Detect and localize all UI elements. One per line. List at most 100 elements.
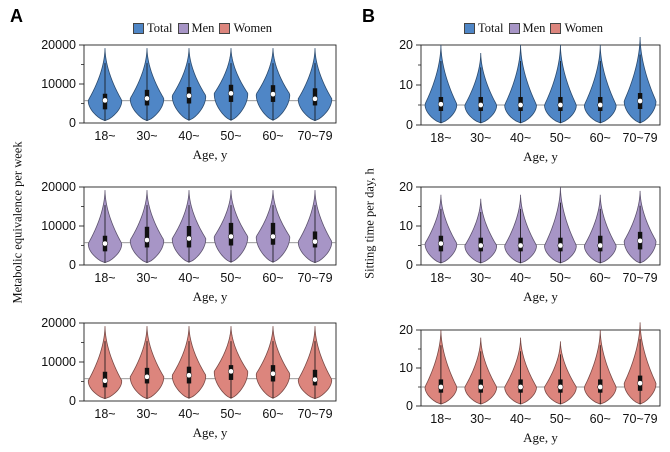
panel-b-total-plot: 0 10 20 18~ 30~ 40~ 50~ 60~ 70~79 Age, y [399,36,661,164]
plot-frame [83,186,337,266]
y-tick-label: 10000 [41,77,76,91]
violin-1 [424,44,458,124]
y-tick-label: 0 [406,258,413,272]
x-tick-label: 40~ [178,407,199,421]
y-tick-label: 0 [69,258,76,272]
x-tick-label: 60~ [590,271,611,285]
violin-5 [255,48,291,121]
x-tick-label: 50~ [550,271,571,285]
violin-2 [464,198,497,264]
x-axis-label: Age, y [193,147,228,162]
violin-median-point [102,97,108,104]
violin-5 [255,190,291,263]
violin-2 [129,48,165,122]
y-tick-label: 10 [399,219,413,233]
legend-swatch-women [219,23,231,34]
x-tick-label: 60~ [262,407,283,421]
violin-median-point [102,377,108,384]
plot-frame [420,44,661,126]
violin-median-point [438,101,444,108]
violin-median-point [144,95,150,102]
plot-frame [420,186,661,266]
violin-4 [213,190,249,263]
plot-frame [420,329,661,407]
plot-frame [83,44,337,124]
violin-3 [504,337,537,405]
legend-label-total: Total [478,21,504,35]
violin-4 [544,341,577,405]
violin-median-point [186,372,192,379]
y-tick-label: 20 [399,180,413,194]
legend-label-total: Total [147,21,173,35]
x-tick-label: 40~ [178,129,199,143]
violin-3 [171,190,207,263]
x-tick-label: 40~ [510,131,531,145]
violin-5 [583,44,617,124]
violin-median-point [102,240,108,247]
y-tick-label: 0 [406,399,413,413]
violin-6 [623,36,657,124]
y-tick-label: 20 [399,38,413,52]
violin-median-point [517,242,524,249]
violin-4 [544,186,577,264]
x-tick-label: 70~79 [623,412,658,426]
legend-label-men: Men [191,21,215,35]
y-tick-label: 0 [69,116,76,130]
x-axis-label: Age, y [193,425,228,440]
legend-swatch-women [550,23,562,34]
violin-median-point [312,238,318,245]
x-tick-label: 30~ [470,131,491,145]
violin-median-point [312,376,318,383]
violin-median-point [270,370,276,377]
x-axis-label: Age, y [523,149,558,164]
violin-median-point [270,91,276,97]
violin-median-point [186,235,192,242]
x-tick-label: 40~ [510,271,531,285]
x-tick-label: 60~ [590,131,611,145]
x-tick-label: 18~ [94,271,115,285]
x-tick-label: 70~79 [297,129,332,143]
x-tick-label: 70~79 [623,131,658,145]
violin-1 [87,326,123,400]
violin-2 [464,337,498,405]
violin-5 [583,194,617,264]
violin-2 [129,190,165,264]
violin-1 [87,190,123,264]
violin-median-point [597,102,604,108]
violin-4 [544,44,577,124]
x-tick-label: 40~ [510,412,531,426]
x-tick-label: 70~79 [623,271,658,285]
legend-b: Total Men Women [464,21,608,36]
violin-1 [87,48,123,122]
violin-5 [255,326,291,399]
legend-label-men: Men [522,21,546,35]
legend-swatch-men [508,23,520,34]
violin-2 [464,52,498,124]
violin-median-point [270,233,276,240]
x-tick-label: 30~ [470,412,491,426]
panel-a-women-plot: 0 10000 20000 18~ 30~ 40~ 50~ 60~ 70~79 Age, y [41,316,337,440]
x-tick-label: 40~ [178,271,199,285]
y-tick-label: 20000 [41,38,76,52]
violin-median-point [477,102,484,108]
violin-iqr-box [144,226,150,248]
x-tick-label: 18~ [430,412,451,426]
violin-median-point [477,384,484,390]
panel-a-label: A [10,6,23,26]
x-tick-label: 70~79 [297,271,332,285]
y-tick-label: 10000 [41,355,76,369]
violin-2 [129,326,165,400]
violin-median-point [477,242,484,249]
legend-label-women: Women [564,21,604,35]
x-tick-label: 60~ [262,271,283,285]
plot-frame [83,322,337,402]
panel-a-total-plot: 0 10000 20000 18~ 30~ 40~ 50~ 60~ 70~79 Age, y [41,38,337,162]
y-tick-label: 10 [399,78,413,92]
violin-4 [213,326,249,399]
violin-5 [583,329,617,405]
violin-1 [424,194,458,264]
violin-median-point [637,98,643,104]
panel-a-men-plot: 0 10000 20000 18~ 30~ 40~ 50~ 60~ 70~79 Age, y [41,180,337,304]
panel-b-label: B [362,6,375,26]
